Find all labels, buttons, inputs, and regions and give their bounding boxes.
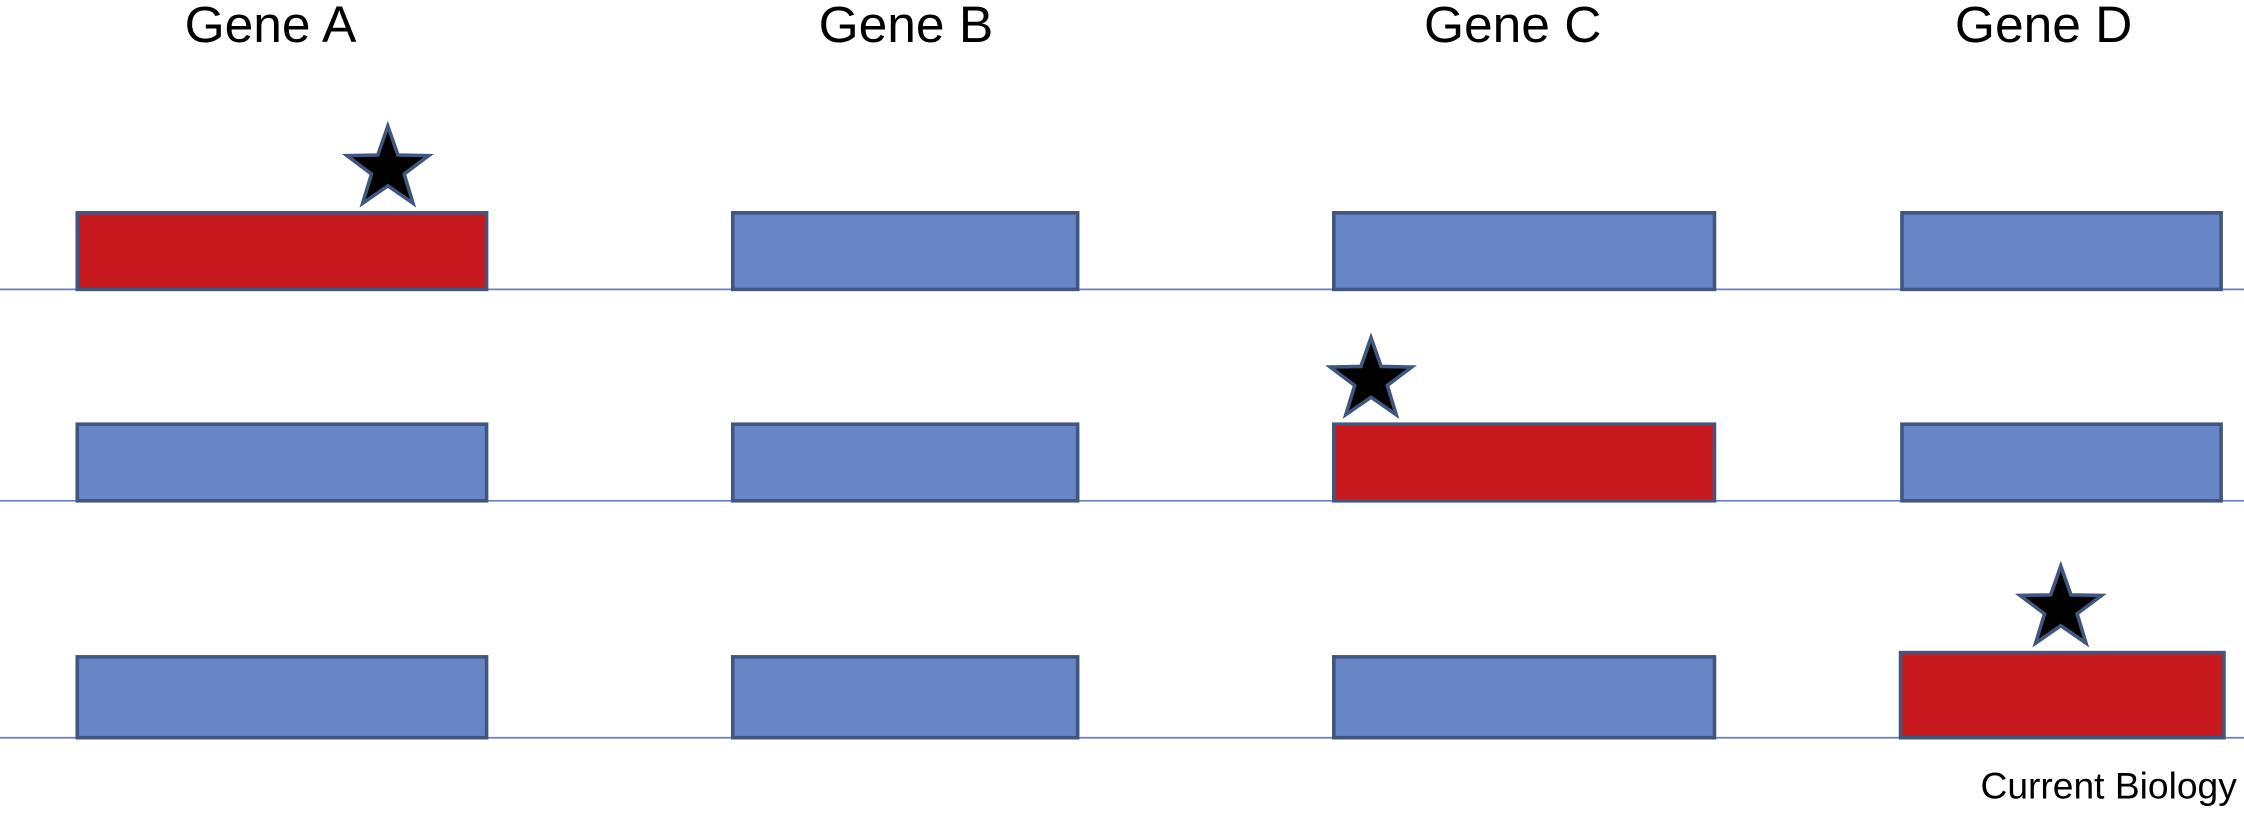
gene	[1900, 211, 2223, 292]
gene-label: Gene D	[1955, 0, 2133, 53]
gene	[1900, 422, 2223, 503]
mutation-star	[1328, 335, 1414, 417]
gene	[75, 655, 489, 740]
mutation-star	[345, 124, 431, 206]
gene	[1332, 211, 1717, 292]
mutated-gene	[75, 211, 489, 292]
gene	[730, 211, 1080, 292]
gene-label: Gene A	[185, 0, 358, 53]
gene	[730, 422, 1080, 503]
mutation-star	[2018, 564, 2104, 645]
gene	[730, 655, 1080, 740]
mutated-gene	[1332, 422, 1717, 503]
gene	[1332, 655, 1717, 740]
gene	[75, 422, 489, 503]
credit: Current Biology	[1980, 765, 2237, 807]
gene-label: Gene B	[819, 0, 994, 53]
mutated-gene	[1898, 650, 2226, 740]
gene-label: Gene C	[1424, 0, 1602, 53]
